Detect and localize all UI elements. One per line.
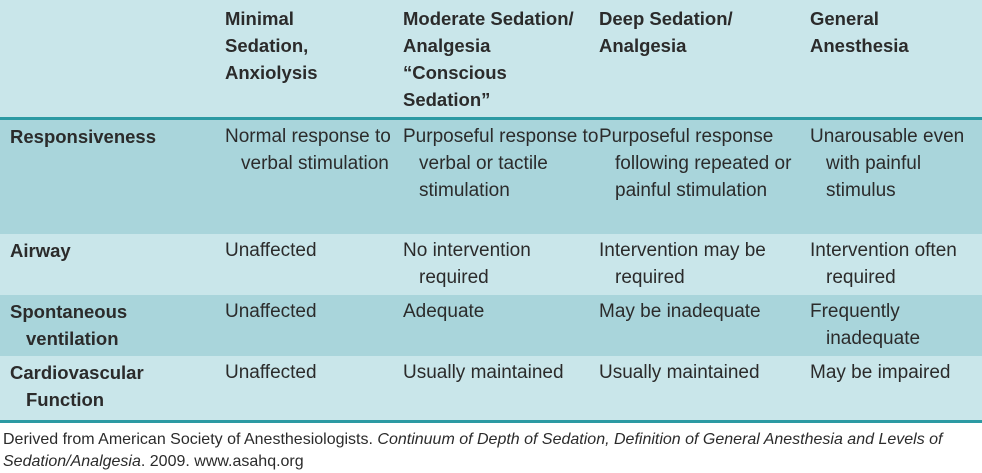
header-minimal-line: Anxiolysis [225, 62, 318, 83]
table-row: Responsiveness Normal response to verbal… [0, 120, 982, 234]
cell-deep: Usually maintained [599, 362, 760, 383]
header-moderate-line: “Conscious [403, 62, 507, 83]
footnote-prefix: Derived from American Society of Anesthe… [3, 431, 378, 448]
footnote-title: Continuum of Depth of Sedation, Definiti… [3, 431, 943, 470]
header-moderate-line: Analgesia [403, 35, 491, 56]
cell-deep: Intervention may be required [599, 240, 766, 288]
cell-moderate: Adequate [403, 301, 485, 322]
table-row: Cardiovascular Function Unaffected Usual… [0, 356, 982, 420]
header-minimal-line: Sedation, [225, 35, 309, 56]
header-general-line: Anesthesia [810, 35, 909, 56]
row-label-spontaneous-ventilation: Spontaneous ventilation [10, 301, 128, 349]
cell-moderate: Purposeful response to verbal or tactile… [403, 126, 599, 201]
header-moderate-line: Sedation” [403, 89, 491, 110]
cell-minimal: Normal response to verbal stimulation [225, 126, 391, 174]
header-minimal-line: Minimal [225, 8, 294, 29]
footnote-suffix: . 2009. www.asahq.org [140, 453, 304, 470]
table-row: Airway Unaffected No intervention requir… [0, 234, 982, 295]
cell-deep: Purposeful response following repeated o… [599, 126, 792, 201]
cell-general: Intervention often required [810, 240, 957, 288]
cell-minimal: Unaffected [225, 240, 317, 261]
table-header-row: Minimal Sedation, Anxiolysis Moderate Se… [0, 0, 982, 117]
cell-moderate: Usually maintained [403, 362, 564, 383]
row-label-cardiovascular-function: Cardiovascular Function [10, 362, 144, 410]
header-divider [0, 117, 982, 120]
table-row: Spontaneous ventilation Unaffected Adequ… [0, 295, 982, 356]
row-label-responsiveness: Responsiveness [10, 126, 157, 147]
header-minimal-sedation: Minimal Sedation, Anxiolysis [225, 5, 385, 86]
source-footnote: Derived from American Society of Anesthe… [3, 429, 978, 473]
header-general-line: General [810, 8, 879, 29]
header-moderate-line: Moderate Sedation/ [403, 8, 574, 29]
cell-minimal: Unaffected [225, 301, 317, 322]
cell-general: May be impaired [810, 362, 951, 383]
header-deep-sedation: Deep Sedation/ Analgesia [599, 5, 799, 59]
header-deep-line: Analgesia [599, 35, 687, 56]
header-moderate-sedation: Moderate Sedation/ Analgesia “Conscious … [403, 5, 588, 113]
row-label-airway: Airway [10, 240, 71, 261]
header-general-anesthesia: General Anesthesia [810, 5, 980, 59]
cell-deep: May be inadequate [599, 301, 761, 322]
cell-moderate: No intervention required [403, 240, 531, 288]
cell-general: Unarousable even with painful stimulus [810, 126, 965, 201]
cell-minimal: Unaffected [225, 362, 317, 383]
table-bottom-rule [0, 420, 982, 423]
cell-general: Frequently inadequate [810, 301, 921, 349]
header-deep-line: Deep Sedation/ [599, 8, 733, 29]
